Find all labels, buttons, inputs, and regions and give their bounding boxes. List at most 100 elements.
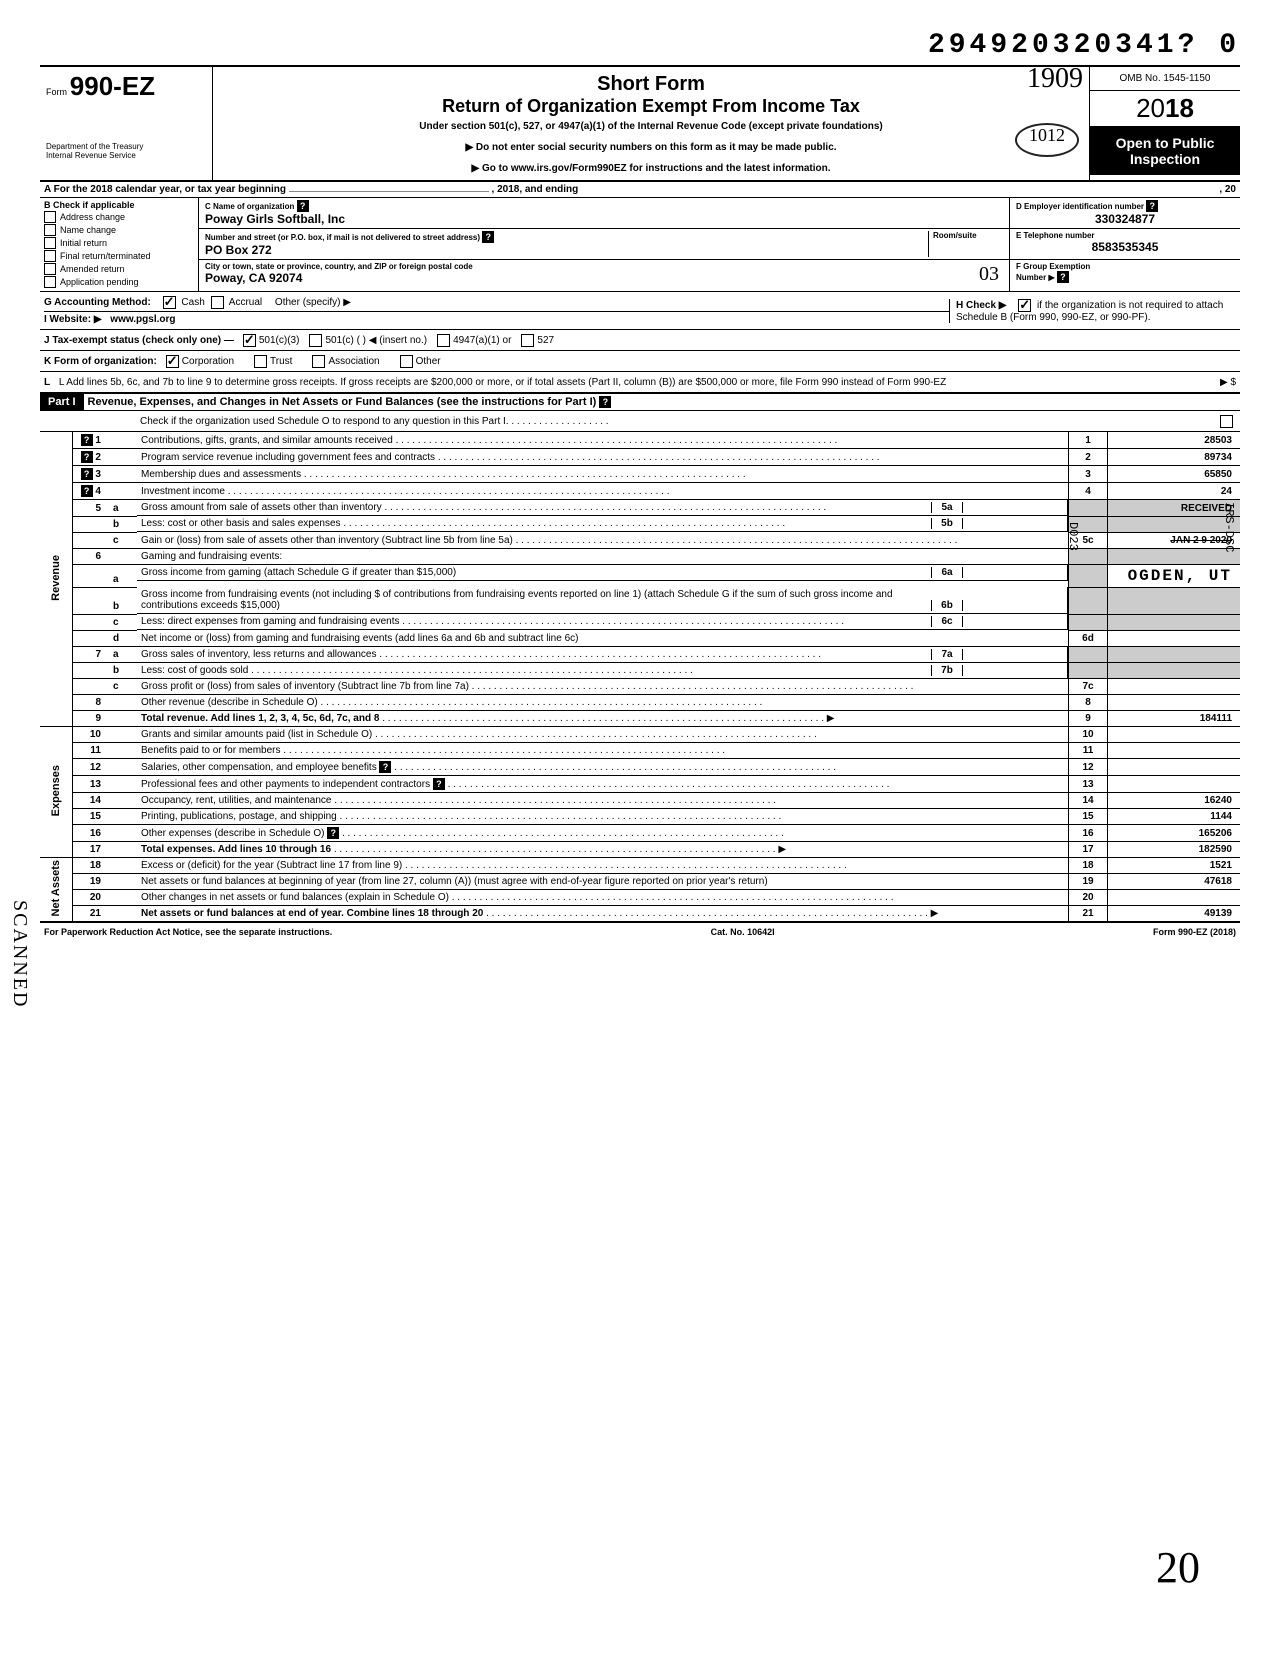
- help-icon[interactable]: ?: [1146, 200, 1158, 212]
- form-number: 990-EZ: [70, 71, 155, 101]
- line-g-i: G Accounting Method: Cash Accrual Other …: [40, 292, 1240, 330]
- cb-amended[interactable]: Amended return: [44, 263, 194, 275]
- year-box: OMB No. 1545-1150 2018 Open to Public In…: [1090, 67, 1240, 180]
- help-icon[interactable]: ?: [297, 200, 309, 212]
- stamp-irs-dsc: IRS-DSC: [1222, 502, 1236, 552]
- section-bcd: B Check if applicable Address change Nam…: [40, 198, 1240, 292]
- stamp-d023: D023: [1066, 522, 1080, 551]
- cb-no-schedule-b[interactable]: [1018, 299, 1031, 312]
- cb-accrual[interactable]: [211, 296, 224, 309]
- cb-4947[interactable]: [437, 334, 450, 347]
- note-ssn: ▶ Do not enter social security numbers o…: [223, 142, 1079, 153]
- tax-year: 2018: [1090, 91, 1240, 127]
- cb-final-return[interactable]: Final return/terminated: [44, 250, 194, 262]
- cb-trust[interactable]: [254, 355, 267, 368]
- addr-label: Number and street (or P.O. box, if mail …: [205, 233, 480, 242]
- cb-501c[interactable]: [309, 334, 322, 347]
- part1-check: Check if the organization used Schedule …: [40, 411, 1240, 432]
- cb-pending[interactable]: Application pending: [44, 276, 194, 288]
- line-g: G Accounting Method:: [44, 297, 151, 308]
- footer-mid: Cat. No. 10642I: [711, 927, 775, 937]
- cb-other-org[interactable]: [400, 355, 413, 368]
- cb-address-change[interactable]: Address change: [44, 211, 194, 223]
- part1-header: Part I Revenue, Expenses, and Changes in…: [40, 394, 1240, 411]
- handwritten-1909: 1909: [1027, 63, 1083, 95]
- help-icon[interactable]: ?: [482, 231, 494, 243]
- open-to-public: Open to Public Inspection: [1090, 127, 1240, 175]
- form-title-box: Short Form Return of Organization Exempt…: [213, 67, 1090, 180]
- cb-corporation[interactable]: [166, 355, 179, 368]
- line-l: L L Add lines 5b, 6c, and 7b to line 9 t…: [40, 372, 1240, 394]
- year-prefix: 20: [1136, 93, 1165, 123]
- form-prefix: Form: [46, 87, 67, 97]
- line-num: 1: [1069, 432, 1108, 449]
- subtitle: Under section 501(c), 527, or 4947(a)(1)…: [223, 121, 1079, 132]
- city: Poway, CA 92074: [205, 271, 1003, 285]
- part1-label: Part I: [40, 394, 84, 410]
- cb-cash[interactable]: [163, 296, 176, 309]
- line-val: 28503: [1108, 432, 1241, 449]
- line-i-lbl: I Website: ▶: [44, 314, 102, 325]
- scanned-side-text: SCANNED: [8, 900, 31, 1008]
- line-k: K Form of organization: Corporation Trus…: [40, 351, 1240, 372]
- omb-number: OMB No. 1545-1150: [1090, 67, 1240, 91]
- handwritten-03: 03: [979, 263, 999, 286]
- org-name-label: C Name of organization: [205, 202, 294, 211]
- expenses-label: Expenses: [40, 727, 73, 858]
- line-a: A For the 2018 calendar year, or tax yea…: [40, 182, 1240, 198]
- dept-label: Department of the Treasury Internal Reve…: [46, 102, 206, 160]
- top-document-number: 294920320341? 0: [40, 30, 1240, 61]
- revenue-label: Revenue: [40, 432, 73, 727]
- address: PO Box 272: [205, 243, 924, 257]
- col-c: C Name of organization ? Poway Girls Sof…: [199, 198, 1010, 291]
- part1-check-text: Check if the organization used Schedule …: [140, 416, 506, 427]
- form-header: Form 990-EZ Department of the Treasury I…: [40, 65, 1240, 182]
- line-j-lbl: J Tax-exempt status (check only one) —: [44, 335, 234, 346]
- footer: For Paperwork Reduction Act Notice, see …: [40, 923, 1240, 941]
- help-icon[interactable]: ?: [81, 434, 93, 446]
- help-icon[interactable]: ?: [599, 396, 611, 408]
- help-icon[interactable]: ?: [1057, 271, 1069, 283]
- group-label: F Group Exemption: [1016, 262, 1234, 271]
- phone-label: E Telephone number: [1016, 231, 1234, 240]
- phone: 8583535345: [1016, 240, 1234, 254]
- inspect-line1: Open to Public: [1094, 135, 1236, 151]
- room-label: Room/suite: [933, 231, 1003, 240]
- line-k-lbl: K Form of organization:: [44, 356, 157, 367]
- title-short-form: Short Form: [223, 73, 1079, 96]
- line-a-mid: , 2018, and ending: [492, 184, 579, 195]
- line-desc: Contributions, gifts, grants, and simila…: [141, 435, 393, 446]
- year-suffix: 18: [1165, 93, 1194, 123]
- inspect-line2: Inspection: [1094, 151, 1236, 167]
- handwritten-20: 20: [1156, 1542, 1200, 1593]
- line-a-prefix: A For the 2018 calendar year, or tax yea…: [44, 184, 286, 195]
- line-l-text: L Add lines 5b, 6c, and 7b to line 9 to …: [59, 377, 946, 388]
- line-j: J Tax-exempt status (check only one) — 5…: [40, 330, 1240, 351]
- org-name: Poway Girls Softball, Inc: [205, 212, 1003, 226]
- group-label2: Number ▶: [1016, 273, 1055, 282]
- footer-right: Form 990-EZ (2018): [1153, 927, 1236, 937]
- footer-left: For Paperwork Reduction Act Notice, see …: [44, 927, 332, 937]
- main-table: Revenue ? 1 Contributions, gifts, grants…: [40, 432, 1240, 923]
- title-return: Return of Organization Exempt From Incom…: [223, 96, 1079, 117]
- cb-name-change[interactable]: Name change: [44, 224, 194, 236]
- cb-501c3[interactable]: [243, 334, 256, 347]
- col-b: B Check if applicable Address change Nam…: [40, 198, 199, 291]
- part1-title: Revenue, Expenses, and Changes in Net As…: [84, 394, 1240, 410]
- net-assets-label: Net Assets: [40, 858, 73, 923]
- note-url: ▶ Go to www.irs.gov/Form990EZ for instru…: [223, 163, 1079, 174]
- line-h: H Check ▶: [956, 300, 1006, 311]
- ein-label: D Employer identification number: [1016, 202, 1144, 211]
- form-id-box: Form 990-EZ Department of the Treasury I…: [40, 67, 213, 180]
- col-b-header: B Check if applicable: [44, 200, 194, 210]
- ein: 330324877: [1016, 212, 1234, 226]
- cb-association[interactable]: [312, 355, 325, 368]
- handwritten-1012: 1012: [1015, 123, 1079, 157]
- city-label: City or town, state or province, country…: [205, 262, 1003, 271]
- cb-527[interactable]: [521, 334, 534, 347]
- line-a-end: , 20: [1219, 184, 1236, 195]
- cb-initial-return[interactable]: Initial return: [44, 237, 194, 249]
- cb-schedule-o[interactable]: [1220, 415, 1233, 428]
- line-l-end: ▶ $: [1220, 377, 1236, 388]
- website: www.pgsl.org: [110, 314, 175, 325]
